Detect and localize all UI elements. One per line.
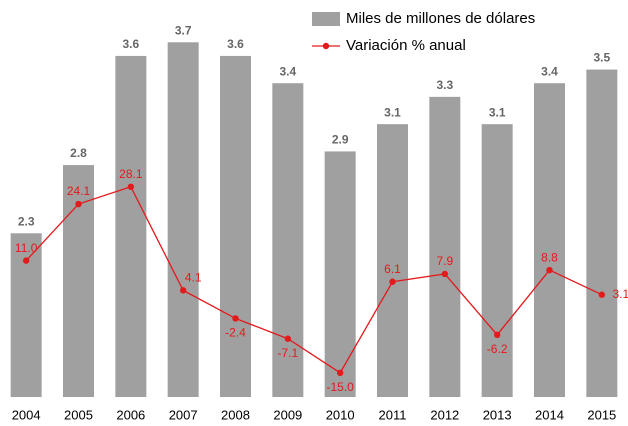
- line-point: [127, 183, 135, 190]
- line-point: [546, 266, 553, 274]
- legend-label: Miles de millones de dólares: [346, 10, 535, 27]
- bar-value-label: 3.3: [436, 78, 453, 92]
- x-tick-label: 2012: [430, 407, 459, 422]
- bar-value-label: 2.8: [70, 146, 87, 160]
- line: [25, 185, 603, 374]
- line-point: [284, 335, 292, 342]
- x-tick-label: 2009: [273, 407, 302, 422]
- bar: [534, 83, 565, 397]
- line-point: [179, 287, 187, 294]
- line-value-label: -7.1: [277, 346, 298, 360]
- line-value-label: 4.1: [185, 271, 202, 285]
- line-point: [389, 278, 396, 285]
- x-tick-label: 2008: [221, 407, 250, 422]
- line-value-label: 28.1: [119, 167, 143, 181]
- legend-label: Variación % anual: [346, 37, 466, 54]
- line-value-label: 11.0: [15, 241, 38, 255]
- bar: [115, 55, 147, 398]
- line-value-label: -6.2: [487, 342, 508, 356]
- x-tick-label: 2006: [116, 407, 145, 422]
- line-value-label: 7.9: [436, 254, 453, 268]
- bar: [324, 151, 356, 397]
- bar-value-label: 3.5: [593, 51, 610, 65]
- x-tick-label: 2014: [535, 407, 564, 422]
- bar: [220, 55, 251, 398]
- bar-value-label: 3.6: [122, 37, 139, 51]
- x-tick-label: 2013: [483, 407, 512, 422]
- x-tick-label: 2011: [379, 407, 407, 422]
- bar-value-label: 3.6: [227, 37, 244, 51]
- bar-value-label: 3.1: [384, 105, 401, 119]
- line-value-label: 24.1: [67, 184, 91, 198]
- bar-value-label: 3.1: [489, 105, 506, 119]
- bar: [429, 96, 461, 397]
- bar-value-label: 3.4: [279, 64, 296, 78]
- line-point: [22, 257, 30, 264]
- line-value-label: 8.8: [541, 250, 558, 264]
- line-value-label: -2.4: [225, 326, 246, 340]
- line-value-label: 3.1: [612, 287, 628, 301]
- x-tick-label: 2015: [587, 407, 616, 422]
- bar: [586, 69, 618, 398]
- line-point: [493, 331, 501, 339]
- x-tick-label: 2005: [64, 407, 93, 422]
- bar-value-label: 2.9: [332, 133, 349, 147]
- bar: [167, 42, 199, 398]
- line-point: [598, 291, 606, 298]
- line-point: [336, 369, 344, 377]
- line-point: [232, 315, 239, 322]
- line-point: [75, 200, 82, 208]
- bar-value-label: 3.7: [175, 23, 192, 37]
- x-tick-label: 2004: [12, 407, 41, 422]
- line-point: [441, 270, 449, 278]
- legend-point: [322, 42, 330, 50]
- bar-value-label: 2.3: [18, 214, 35, 228]
- bar: [481, 124, 513, 398]
- legend-swatch: [312, 12, 340, 26]
- bar-value-label: 3.4: [541, 64, 558, 78]
- x-tick-label: 2007: [169, 407, 198, 422]
- bar: [377, 124, 408, 398]
- line-value-label: 6.1: [384, 262, 401, 276]
- x-tick-label: 2010: [326, 407, 355, 422]
- line-value-label: -15.0: [326, 380, 354, 394]
